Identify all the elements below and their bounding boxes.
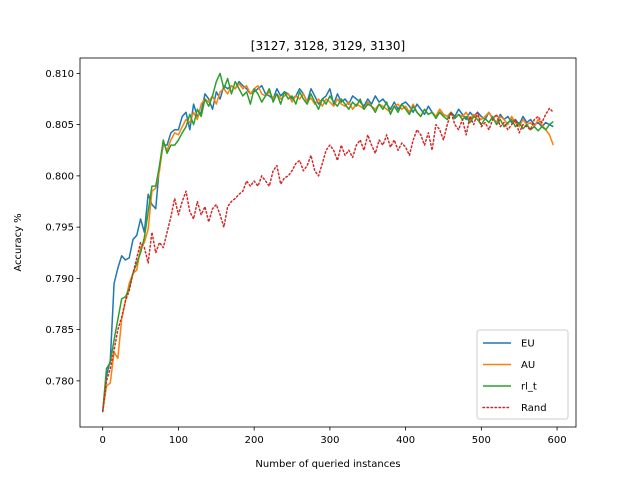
x-axis-label: Number of queried instances [255, 459, 400, 470]
x-tick-label: 100 [169, 435, 188, 446]
chart-title: [3127, 3128, 3129, 3130] [251, 39, 405, 53]
y-axis-label: Accuracy % [13, 213, 24, 271]
legend-label: Rand [521, 403, 547, 414]
plot-area [101, 72, 555, 413]
series-line-rl-t [101, 72, 554, 412]
x-tick-label: 400 [396, 435, 415, 446]
legend-label: EU [521, 339, 535, 350]
x-tick-label: 0 [100, 435, 106, 446]
y-tick-label: 0.790 [45, 274, 74, 285]
y-tick-label: 0.810 [45, 69, 74, 80]
legend-label: AU [521, 360, 535, 371]
y-tick-label: 0.785 [45, 325, 74, 336]
x-tick-label: 600 [548, 435, 567, 446]
x-tick-label: 500 [472, 435, 491, 446]
legend-label: rl_t [521, 382, 537, 393]
plot-frame [79, 57, 577, 428]
legend-box [476, 329, 569, 420]
x-tick-label: 200 [245, 435, 264, 446]
y-tick-label: 0.805 [45, 120, 74, 131]
x-tick-label: 300 [320, 435, 339, 446]
y-tick-label: 0.795 [45, 223, 74, 234]
legend: EU AU rl_t Rand [476, 329, 569, 420]
axis-ticks: 0 100 200 300 400 500 600 0.780 0.785 0.790 0.795 0… [45, 69, 566, 446]
y-tick-label: 0.800 [45, 171, 74, 182]
y-tick-label: 0.780 [45, 376, 74, 387]
series-line-rand [101, 107, 555, 413]
